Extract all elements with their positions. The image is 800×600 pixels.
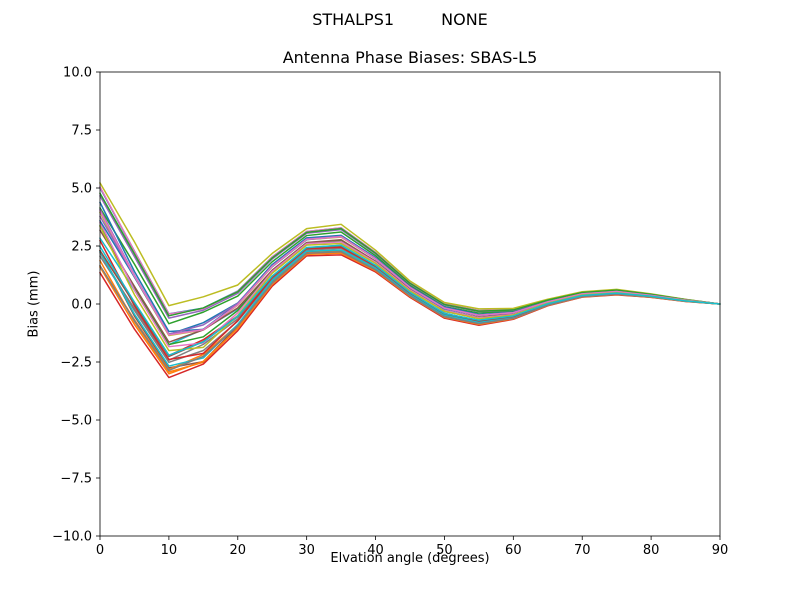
antenna-type-label: NONE [441,10,488,29]
y-tick-label: −10.0 [52,530,92,545]
y-tick-label: 5.0 [71,182,92,197]
x-axis-label: Elvation angle (degrees) [330,551,490,566]
x-tick-label: 30 [298,543,315,558]
x-tick-label: 70 [574,543,591,558]
y-tick-label: 7.5 [71,124,92,139]
plot-title: Antenna Phase Biases: SBAS-L5 [282,48,538,67]
series-line [99,182,721,310]
y-tick-label: 10.0 [63,66,92,81]
series-line [99,207,721,325]
series-line [99,192,721,317]
x-tick-label: 60 [505,543,522,558]
y-tick-label: 2.5 [71,240,92,255]
y-tick-label: 0.0 [71,298,92,313]
axes-box [99,71,721,537]
y-tick-label: −5.0 [60,414,92,429]
y-tick-label: −7.5 [60,472,92,487]
x-tick-label: 90 [712,543,729,558]
x-tick-label: 80 [643,543,660,558]
x-tick-label: 0 [96,543,104,558]
y-axis-label: Bias (mm) [26,270,42,338]
series-line [99,215,721,335]
series-line [99,246,721,361]
series-line [99,219,721,336]
figure-suptitle: STHALPS1 NONE [0,10,800,29]
series-line [99,251,721,372]
y-tick-label: −2.5 [60,356,92,371]
series-line [99,210,721,336]
x-tick-label: 20 [230,543,247,558]
station-id-label: STHALPS1 [312,10,395,29]
x-tick-label: 40 [367,543,384,558]
series-line [99,211,721,337]
x-tick-label: 10 [161,543,178,558]
series-line [99,244,721,356]
x-tick-label: 50 [436,543,453,558]
